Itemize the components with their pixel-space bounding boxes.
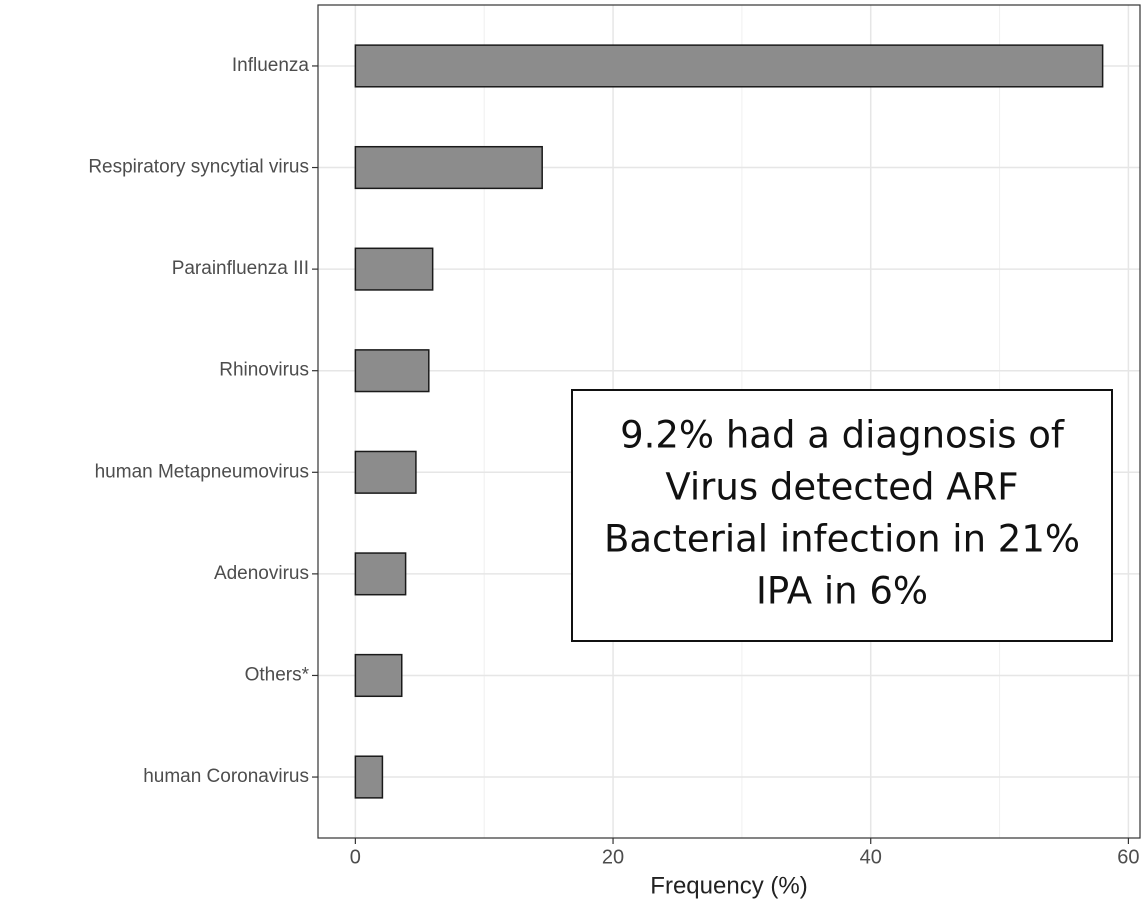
y-tick-label: human Coronavirus	[143, 766, 309, 787]
y-tick-label: Adenovirus	[214, 563, 309, 584]
bar	[354, 145, 543, 190]
annotation-line: Bacterial infection in 21%	[604, 518, 1080, 561]
annotation-box	[571, 389, 1113, 642]
y-tick-label: Parainfluenza III	[172, 258, 309, 279]
bar	[354, 44, 1104, 88]
x-axis-title: Frequency (%)	[650, 872, 807, 899]
y-tick-label: Others*	[245, 664, 310, 685]
y-tick-label: human Metapneumovirus	[95, 461, 309, 482]
y-tick-label: Rhinovirus	[219, 360, 309, 381]
annotation-line: IPA in 6%	[756, 570, 928, 613]
annotation-line: Virus detected ARF	[665, 466, 1018, 509]
x-tick-label: 40	[860, 846, 882, 868]
bar	[354, 755, 384, 799]
annotation-line: 9.2% had a diagnosis of	[620, 414, 1065, 457]
bar	[354, 450, 417, 494]
y-tick-label: Respiratory syncytial virus	[88, 157, 309, 178]
bar	[354, 653, 403, 698]
x-tick-label: 0	[350, 846, 361, 868]
x-tick-label: 60	[1117, 846, 1139, 868]
panel-border	[317, 4, 1141, 839]
bar	[354, 247, 434, 291]
bar	[354, 349, 430, 393]
bar	[354, 552, 407, 596]
x-tick-label: 20	[602, 846, 624, 868]
y-tick-label: Influenza	[232, 55, 310, 76]
